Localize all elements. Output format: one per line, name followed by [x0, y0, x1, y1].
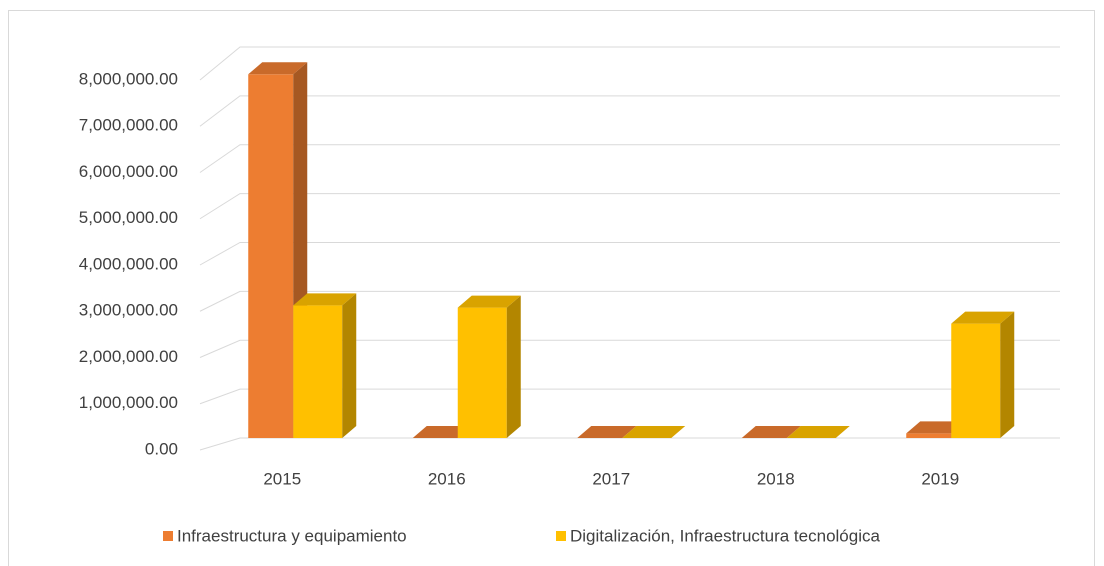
- bar-top: [457, 295, 521, 308]
- bar-side: [506, 295, 521, 438]
- bar-top: [293, 293, 357, 306]
- grid-line: [199, 388, 1060, 405]
- bar-front: [906, 433, 952, 438]
- bar-top: [741, 426, 801, 438]
- bar-top: [577, 426, 637, 438]
- bar-top: [622, 426, 686, 438]
- bar-top: [786, 426, 850, 438]
- legend-swatch: [163, 531, 173, 541]
- bar: [741, 426, 801, 438]
- grid-line: [199, 95, 1060, 127]
- grid-line: [199, 339, 1060, 358]
- y-tick-label: 0.00: [145, 439, 178, 458]
- x-tick-label: 2018: [757, 469, 795, 488]
- chart-border: [8, 10, 1095, 566]
- y-tick-label: 3,000,000.00: [79, 301, 178, 320]
- x-tick-label: 2016: [428, 469, 466, 488]
- grid-line: [199, 242, 1060, 266]
- bar-front: [951, 323, 1001, 438]
- x-tick-label: 2017: [592, 469, 630, 488]
- legend-swatch: [556, 531, 566, 541]
- x-tick-label: 2019: [921, 469, 959, 488]
- y-tick-label: 5,000,000.00: [79, 208, 178, 227]
- bar: [412, 426, 472, 438]
- bar-top: [248, 62, 308, 75]
- y-tick-label: 6,000,000.00: [79, 162, 178, 181]
- grid-line: [199, 193, 1060, 220]
- bar-front: [293, 305, 343, 438]
- bar: [622, 426, 686, 438]
- y-tick-label: 2,000,000.00: [79, 347, 178, 366]
- bar-front: [248, 74, 294, 438]
- bar-top: [412, 426, 472, 438]
- bar-top: [951, 311, 1015, 324]
- grid-line: [199, 290, 1060, 312]
- grid-line: [199, 144, 1060, 173]
- bar-side: [342, 293, 357, 438]
- grid-line: [199, 46, 1060, 81]
- y-tick-label: 1,000,000.00: [79, 393, 178, 412]
- x-tick-label: 2015: [263, 469, 301, 488]
- bar: [293, 293, 357, 438]
- legend-label: Infraestructura y equipamiento: [177, 526, 407, 545]
- bar: [951, 311, 1015, 438]
- bar-side: [1000, 311, 1015, 438]
- bar-front: [457, 307, 507, 438]
- bar: [786, 426, 850, 438]
- bar: [457, 295, 521, 438]
- y-tick-label: 7,000,000.00: [79, 116, 178, 135]
- y-tick-label: 8,000,000.00: [79, 69, 178, 88]
- bar-top: [906, 421, 966, 434]
- y-tick-label: 4,000,000.00: [79, 254, 178, 273]
- bar: [577, 426, 637, 438]
- legend-label: Digitalización, Infraestructura tecnológ…: [570, 526, 880, 545]
